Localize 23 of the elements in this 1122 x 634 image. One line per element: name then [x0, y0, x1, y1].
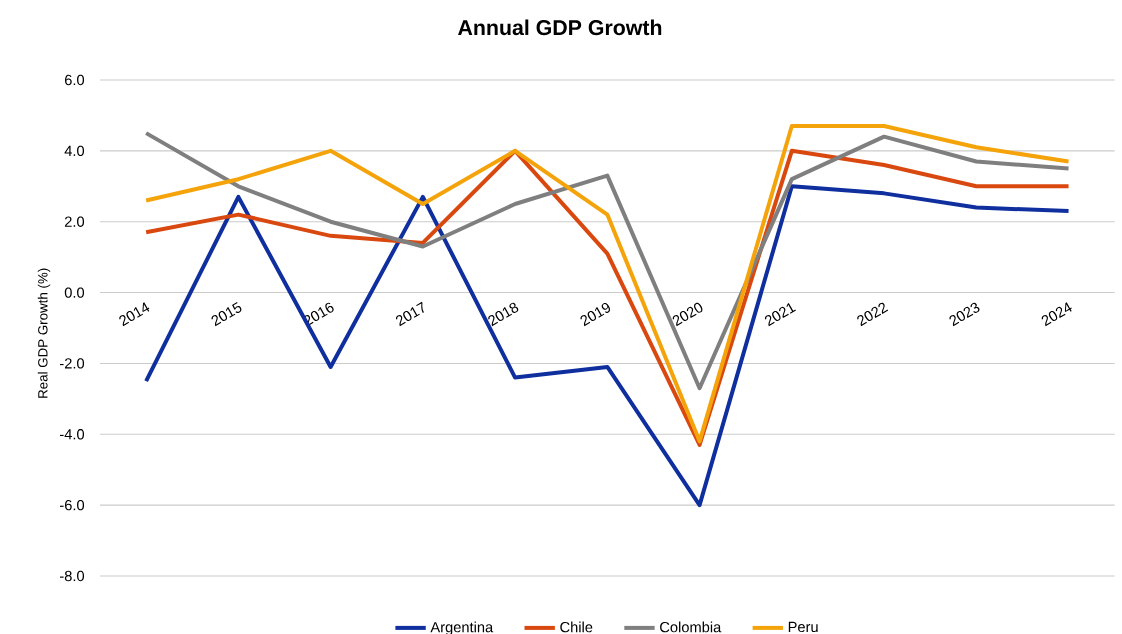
y-tick-label: -8.0: [60, 570, 85, 582]
legend-label: Colombia: [660, 621, 722, 633]
x-tick-label: 2014: [119, 302, 150, 327]
x-tick-label: 2017: [395, 301, 424, 327]
y-tick-label: 2.0: [64, 216, 85, 227]
x-tick-label: 2020: [672, 302, 703, 327]
y-tick-label: -2.0: [60, 358, 85, 369]
x-tick-label: 2023: [949, 302, 980, 327]
legend-label: Chile: [560, 621, 593, 633]
x-tick-label: 2019: [580, 302, 611, 327]
y-tick-label: 0.0: [64, 287, 85, 298]
chart-title: Annual GDP Growth: [458, 19, 662, 36]
y-tick-label: 4.0: [64, 145, 85, 157]
x-tick-label: 2024: [1041, 302, 1072, 327]
legend-label: Peru: [788, 621, 818, 633]
x-tick-label: 2018: [488, 302, 519, 327]
y-tick-label: -4.0: [60, 429, 85, 440]
x-tick-label: 2021: [764, 303, 796, 327]
y-tick-label: -6.0: [60, 499, 85, 511]
y-tick-label: 6.0: [64, 74, 85, 86]
x-tick-label: 2015: [211, 302, 242, 327]
x-tick-label: 2022: [857, 302, 889, 327]
y-axis-title: Real GDP Growth (%): [37, 268, 51, 398]
